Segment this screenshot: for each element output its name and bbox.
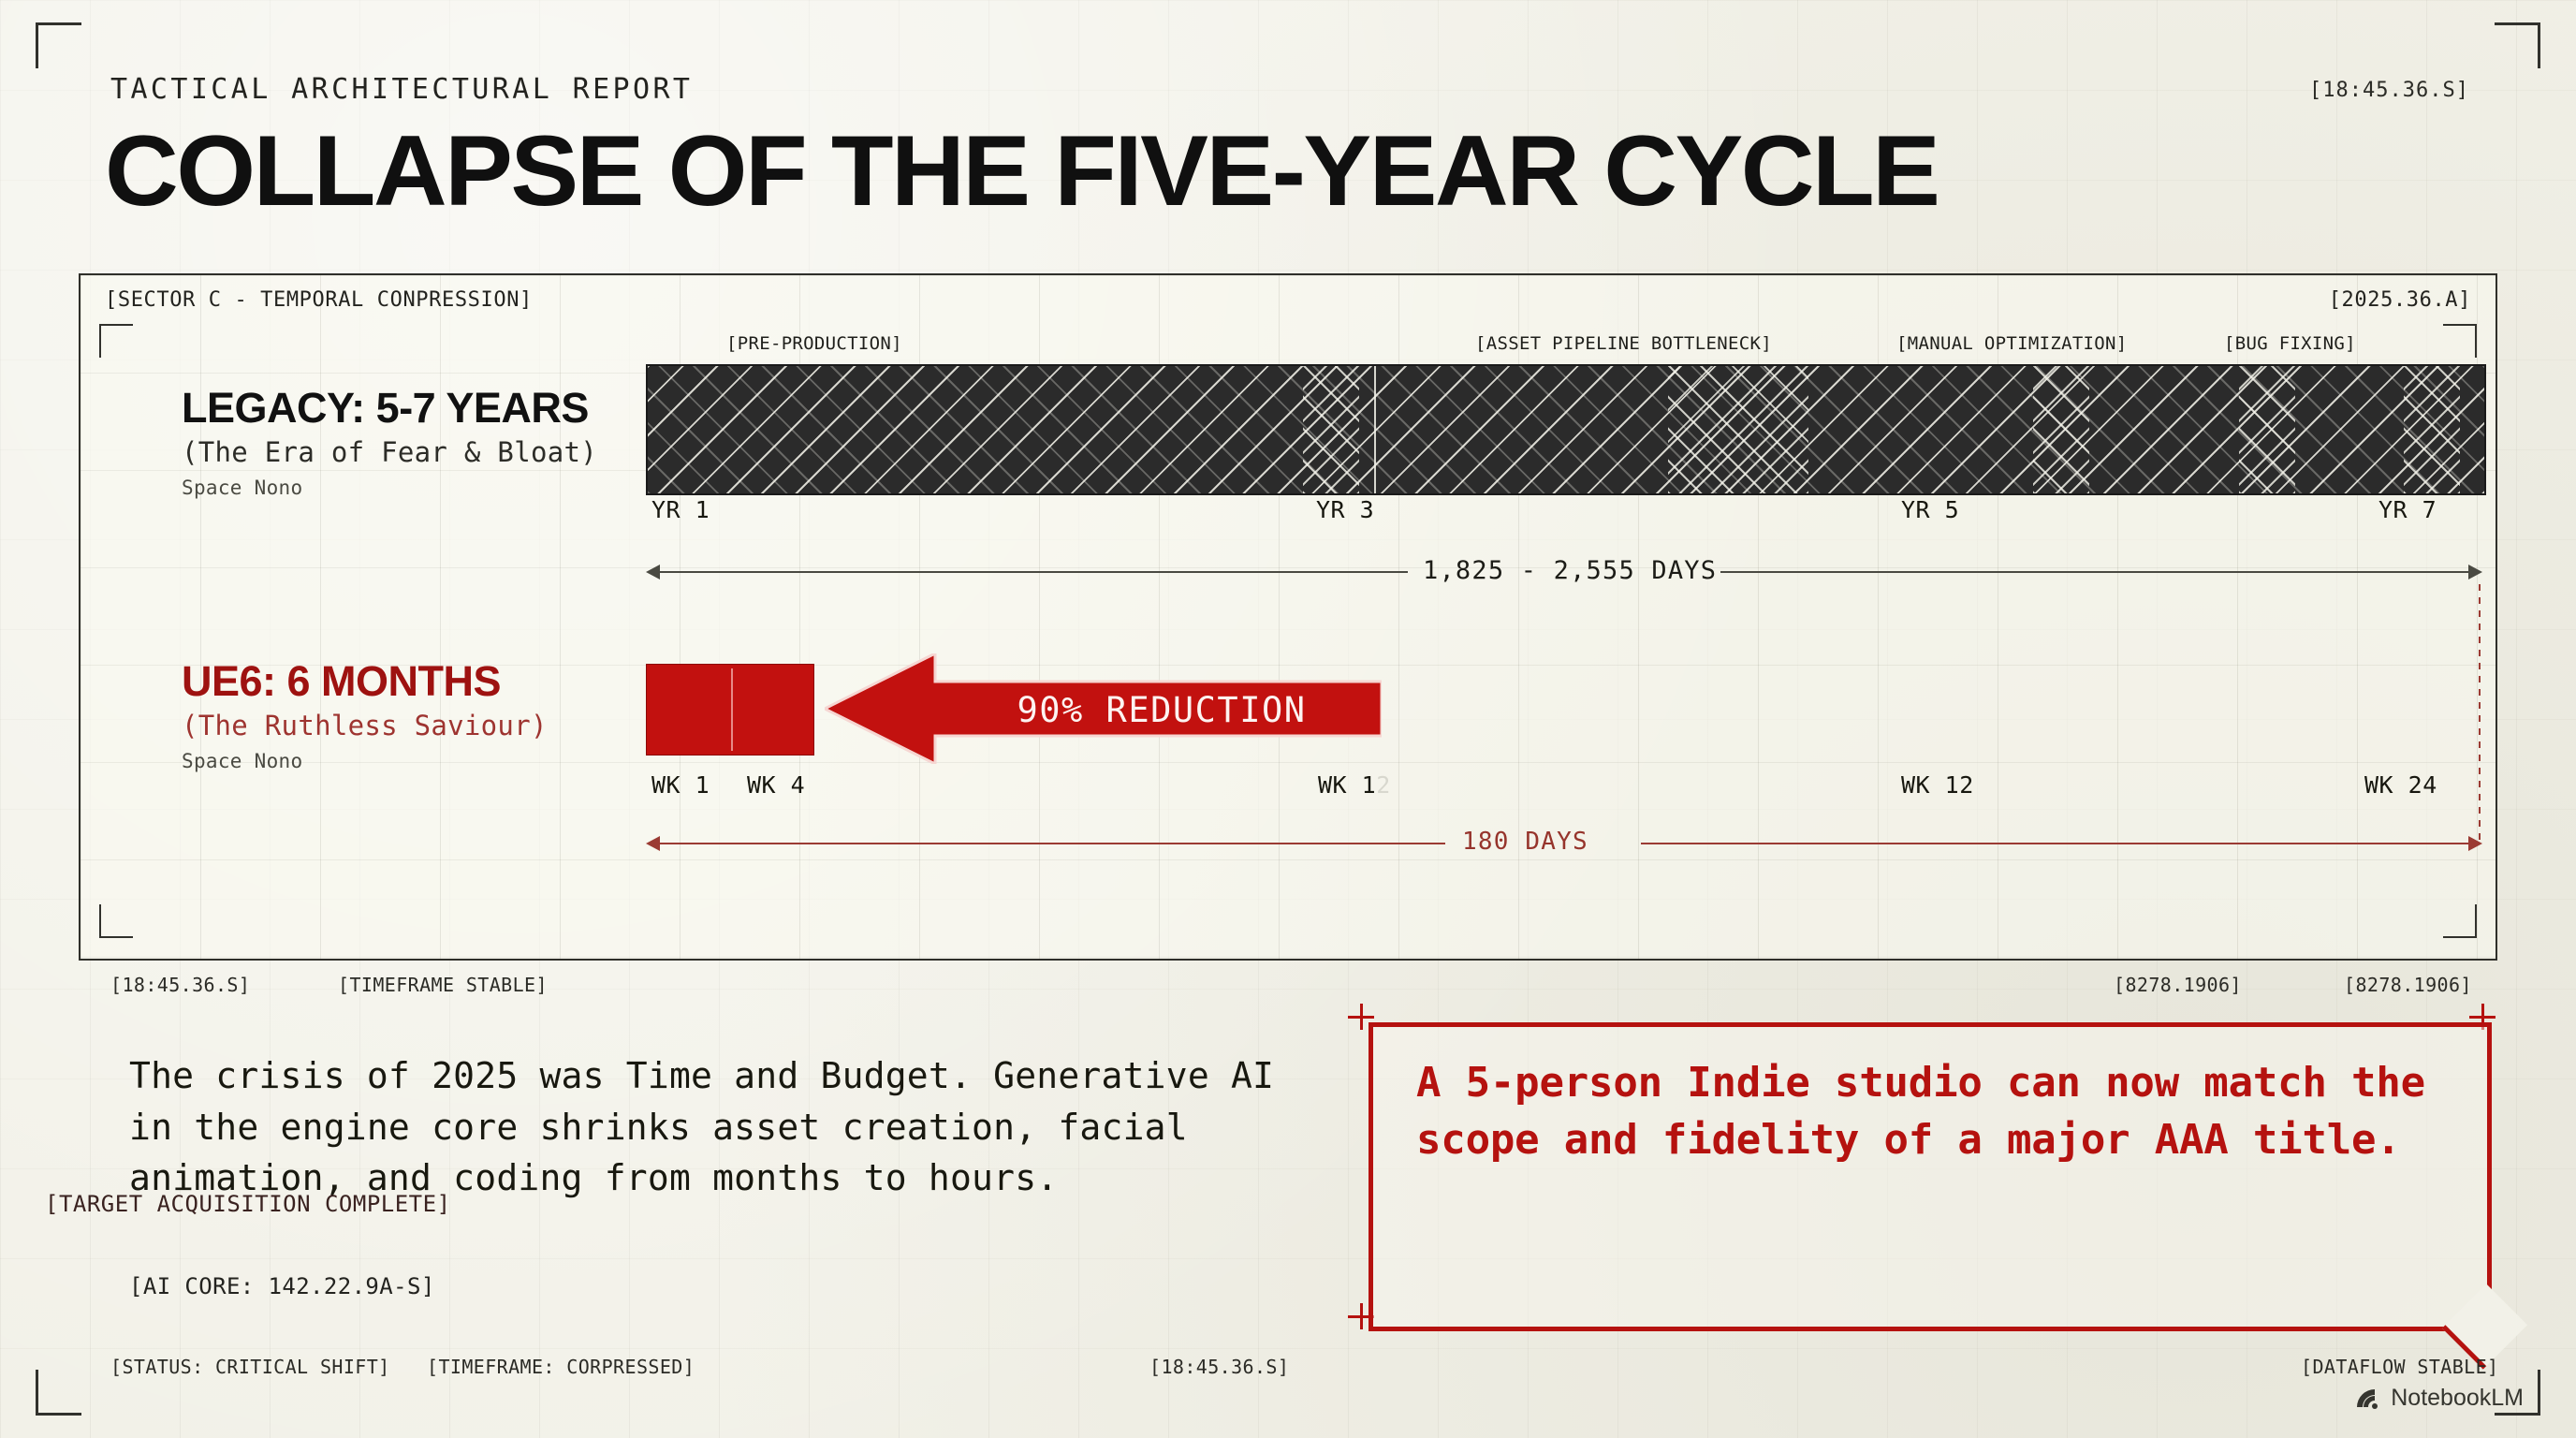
phase-label-manual-optimization: [MANUAL OPTIMIZATION] — [1896, 333, 2128, 354]
legacy-tick-yr7: YR 7 — [2378, 496, 2437, 523]
ai-core-tag: [AI CORE: 142.22.9A-S] — [129, 1273, 435, 1299]
legacy-measure-line: 1,825 - 2,555 DAYS — [646, 556, 2482, 588]
legacy-tick-yr3: YR 3 — [1316, 496, 1375, 523]
ue6-tick-wk12: WK 12 — [1901, 771, 1974, 799]
ue6-end-dropline — [2479, 584, 2481, 844]
ue6-measure-arrow-left — [646, 836, 660, 851]
page-corner-bottom-left — [36, 1370, 81, 1416]
ue6-tick-wk1: WK 1 — [651, 771, 710, 799]
callout-crossmark-bottom-left — [1348, 1303, 1374, 1329]
ue6-row-title: UE6: 6 MONTHS — [182, 657, 502, 705]
callout-headline: A 5-person Indie studio can now match th… — [1416, 1059, 2425, 1164]
strip-code-2: [8278.1906] — [2344, 974, 2472, 996]
legacy-tick-yr1: YR 1 — [651, 496, 710, 523]
report-header: TACTICAL ARCHITECTURAL REPORT [18:45.36.… — [110, 73, 2469, 106]
legacy-row-subtitle: (The Era of Fear & Bloat) — [182, 436, 597, 469]
phase-label-row: [PRE-PRODUCTION] [ASSET PIPELINE BOTTLEN… — [80, 333, 2496, 361]
reduction-arrow: 90% REDUCTION — [825, 653, 1382, 764]
notebooklm-brand: NotebookLM — [2355, 1385, 2524, 1412]
legacy-measure-rule-left — [659, 571, 1408, 573]
legacy-row-title: LEGACY: 5-7 YEARS — [182, 384, 589, 432]
ue6-tick-wk4: WK 4 — [747, 771, 806, 799]
phase-label-asset-pipeline: [ASSET PIPELINE BOTTLENECK] — [1475, 333, 1772, 354]
ue6-measure-label: 180 DAYS — [1462, 828, 1588, 856]
notebooklm-brand-label: NotebookLM — [2391, 1385, 2524, 1411]
phase-label-pre-production: [PRE-PRODUCTION] — [726, 333, 902, 354]
phase-label-bug-fixing: [BUG FIXING] — [2224, 333, 2356, 354]
ue6-axis-labels: WK 1 WK 4 WK 12 WK 12 WK 24 — [80, 771, 2496, 803]
legacy-measure-arrow-right — [2468, 565, 2482, 580]
body-paragraph: The crisis of 2025 was Time and Budget. … — [129, 1055, 1275, 1199]
legacy-measure-arrow-left — [646, 565, 660, 580]
legacy-tick-yr5: YR 5 — [1901, 496, 1960, 523]
ue6-tick-wk12-mid: WK 12 — [1318, 771, 1391, 799]
legacy-measure-rule-right — [1720, 571, 2469, 573]
page-footer: [STATUS: CRITICAL SHIFT] [TIMEFRAME: COR… — [110, 1356, 2498, 1384]
panel-corner-top-right — [2443, 324, 2477, 358]
legacy-axis-labels: YR 1 YR 3 YR 5 YR 7 — [80, 496, 2496, 528]
callout-crossmark-top-right — [2469, 1004, 2496, 1030]
panel-corner-bottom-left — [99, 904, 133, 938]
panel-corner-bottom-right — [2443, 904, 2477, 938]
ue6-row-label: UE6: 6 MONTHS (The Ruthless Saviour) Spa… — [182, 657, 548, 773]
page-corner-top-right — [2495, 22, 2540, 68]
strip-timestamp: [18:45.36.S] — [110, 974, 251, 996]
footer-timestamp: [18:45.36.S] — [1149, 1356, 1290, 1378]
notebooklm-logo-icon — [2357, 1388, 2378, 1409]
ue6-measure-rule-left — [659, 843, 1445, 844]
ue6-bar-divider — [731, 668, 733, 751]
ue6-duration-bar — [646, 664, 814, 756]
status-strip: [18:45.36.S] [TIMEFRAME STABLE] [8278.19… — [110, 974, 2472, 1002]
panel-sector-tag: [SECTOR C - TEMPORAL CONPRESSION] — [105, 288, 533, 312]
page-corner-top-left — [36, 22, 81, 68]
strip-timeframe-stable: [TIMEFRAME STABLE] — [338, 974, 548, 996]
report-kicker: TACTICAL ARCHITECTURAL REPORT — [110, 73, 694, 106]
callout-crossmark-top-left — [1348, 1004, 1374, 1030]
page-title: COLLAPSE OF THE FIVE-YEAR CYCLE — [105, 114, 1940, 227]
legacy-bar-crosshatch-1 — [1303, 366, 1359, 493]
legacy-bar-divider-1 — [1374, 366, 1376, 493]
ue6-measure-line: 180 DAYS — [646, 828, 2482, 859]
ue6-row-subtitle: (The Ruthless Saviour) — [182, 710, 548, 742]
key-insight-callout: A 5-person Indie studio can now match th… — [1368, 1022, 2528, 1370]
strip-code-1: [8278.1906] — [2114, 974, 2242, 996]
legacy-bar-crosshatch-2 — [1668, 366, 1808, 493]
legacy-duration-bar — [646, 364, 2486, 495]
footer-status: [STATUS: CRITICAL SHIFT] — [110, 1356, 390, 1378]
panel-code-tag: [2025.36.A] — [2328, 288, 2471, 312]
callout-status-tag: [TARGET ACQUISITION COMPLETE] — [45, 1191, 451, 1217]
footer-timeframe: [TIMEFRAME: CORPRESSED] — [427, 1356, 695, 1378]
footer-dataflow: [DATAFLOW STABLE] — [2301, 1356, 2499, 1378]
ue6-measure-rule-right — [1641, 843, 2469, 844]
legacy-bar-crosshatch-3 — [2033, 366, 2089, 493]
legacy-bar-hatch-secondary — [648, 366, 2484, 493]
header-timestamp: [18:45.36.S] — [2309, 79, 2469, 102]
legacy-bar-crosshatch-4 — [2239, 366, 2295, 493]
legacy-bar-crosshatch-5 — [2404, 366, 2460, 493]
ue6-row-meta: Space Nono — [182, 750, 303, 773]
panel-corner-top-left — [99, 324, 133, 358]
legacy-row-label: LEGACY: 5-7 YEARS (The Era of Fear & Blo… — [182, 384, 597, 500]
page-corner-bottom-right — [2495, 1370, 2540, 1416]
legacy-measure-label: 1,825 - 2,555 DAYS — [1423, 556, 1718, 585]
legacy-bar-hatch — [648, 366, 2484, 493]
chart-panel: [SECTOR C - TEMPORAL CONPRESSION] [2025.… — [79, 273, 2497, 961]
legacy-row-meta: Space Nono — [182, 477, 303, 500]
reduction-arrow-label: 90% REDUCTION — [1017, 690, 1306, 730]
ue6-tick-wk24: WK 24 — [2364, 771, 2437, 799]
